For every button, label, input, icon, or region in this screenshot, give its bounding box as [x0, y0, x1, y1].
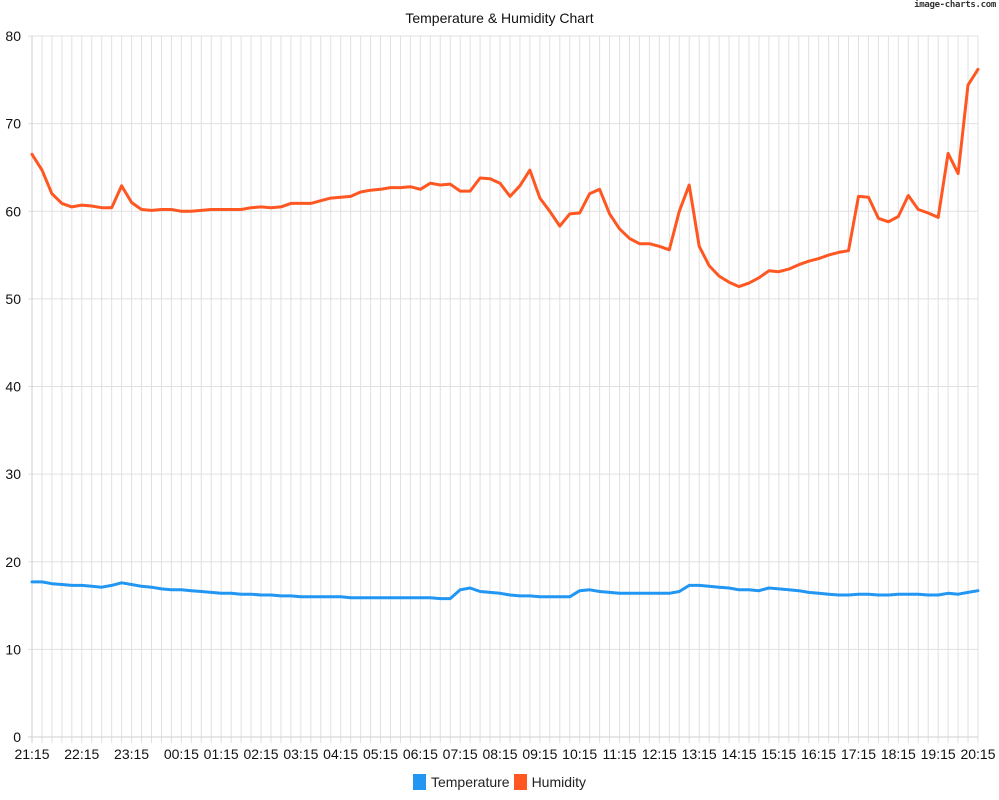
x-tick-label: 04:15: [323, 746, 358, 762]
y-tick-label: 40: [5, 379, 21, 395]
y-tick-label: 60: [5, 203, 21, 219]
x-tick-label: 16:15: [801, 746, 836, 762]
legend-item-humidity[interactable]: Humidity: [513, 774, 587, 790]
y-axis: 0 10 20 30 40 50 60 70 80: [5, 28, 21, 745]
x-tick-label: 15:15: [761, 746, 796, 762]
x-tick-label: 11:15: [603, 746, 637, 762]
x-tick-label: 01:15: [204, 746, 239, 762]
y-tick-label: 10: [5, 641, 21, 657]
x-tick-label: 20:15: [960, 746, 995, 762]
x-tick-label: 02:15: [244, 746, 279, 762]
x-tick-label: 14:15: [721, 746, 756, 762]
line-humidity: [30, 67, 980, 289]
x-tick-label: 03:15: [283, 746, 318, 762]
temperature-swatch-icon: [412, 774, 426, 790]
x-tick-label: 09:15: [522, 746, 557, 762]
x-tick-label: 00:15: [164, 746, 199, 762]
x-tick-label: 08:15: [482, 746, 517, 762]
humidity-swatch-icon: [513, 774, 527, 790]
x-tick-label: 21:15: [14, 746, 49, 762]
y-tick-label: 80: [5, 28, 21, 44]
legend-label-humidity: Humidity: [531, 774, 587, 790]
legend-label-temperature: Temperature: [430, 774, 510, 790]
y-tick-label: 70: [5, 116, 21, 132]
x-tick-label: 23:15: [114, 746, 149, 762]
y-tick-label: 0: [13, 729, 21, 745]
x-tick-label: 18:15: [881, 746, 916, 762]
x-tick-label: 05:15: [363, 746, 398, 762]
series-lines: [30, 67, 980, 601]
plot-area: 0 10 20 30 40 50 60 70 80 21:15 22:15 23:15 00:15 01…: [5, 28, 995, 762]
x-tick-label: 17:15: [841, 746, 876, 762]
line-temperature: [30, 580, 980, 601]
y-tick-label: 20: [5, 554, 21, 570]
watermark: image-charts.com: [914, 0, 996, 10]
x-tick-label: 07:15: [443, 746, 478, 762]
x-tick-label: 13:15: [682, 746, 717, 762]
legend-item-temperature[interactable]: Temperature: [412, 774, 510, 790]
y-tick-label: 30: [5, 466, 21, 482]
x-tick-label: 22:15: [64, 746, 99, 762]
legend: Temperature Humidity: [0, 774, 999, 790]
y-tick-label: 50: [5, 291, 21, 307]
x-axis: 21:15 22:15 23:15 00:15 01:15 02:15 03:15 04:15…: [14, 746, 995, 762]
gridlines: [28, 35, 979, 743]
x-tick-label: 10:15: [562, 746, 597, 762]
x-tick-label: 12:15: [642, 746, 677, 762]
chart-title: Temperature & Humidity Chart: [405, 10, 594, 26]
x-tick-label: 19:15: [921, 746, 956, 762]
x-tick-label: 06:15: [403, 746, 438, 762]
